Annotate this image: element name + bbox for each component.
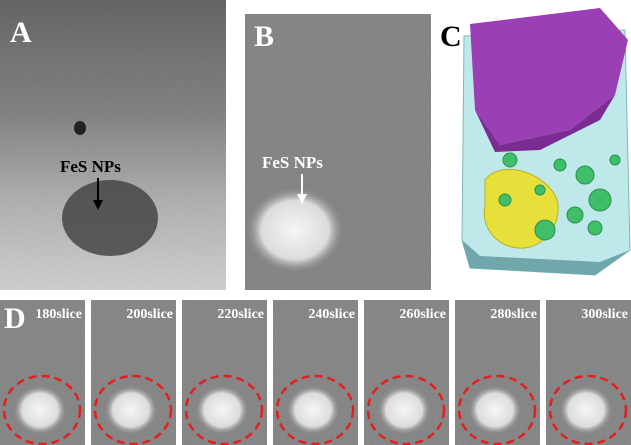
slice-label: 280slice <box>490 307 537 322</box>
panel-a: A FeS NPs <box>0 0 226 290</box>
annotation: FeS NPs <box>262 153 323 172</box>
nanoparticle-cluster <box>378 386 430 434</box>
panel-label: C <box>440 20 462 53</box>
panel-c: C <box>440 8 631 276</box>
nanoparticle-cluster <box>62 180 158 256</box>
slice-label: 220slice <box>217 307 264 322</box>
slice-label: 300slice <box>581 307 628 322</box>
highlight-circle <box>457 374 537 445</box>
nanoparticle-cluster <box>14 386 66 434</box>
panel-b: B FeS NPs <box>245 14 431 290</box>
highlight-circle <box>548 374 628 445</box>
arrow-head <box>93 200 103 210</box>
slice-label: 200slice <box>126 307 173 322</box>
panel-d: 180slice 200slice 220slice 240slice 260slice… <box>0 300 631 445</box>
highlight-circle <box>366 374 446 445</box>
particles <box>498 152 621 241</box>
highlight-circle <box>93 374 173 445</box>
annotation: FeS NPs <box>60 157 121 176</box>
nanoparticle-cluster <box>105 386 157 434</box>
nanoparticle-cluster <box>469 386 521 434</box>
membrane-edge <box>475 95 615 152</box>
panel-label: D <box>4 302 26 335</box>
nanoparticle-cluster <box>287 386 339 434</box>
highlight-circle <box>2 374 82 445</box>
panel-label: B <box>254 20 274 53</box>
slice-label: 260slice <box>399 307 446 322</box>
cell-base <box>462 240 630 275</box>
membrane-surface <box>470 8 628 145</box>
arrow-head <box>297 194 307 204</box>
nanoparticle-cluster <box>196 386 248 434</box>
panel-label: A <box>10 16 32 49</box>
nanoparticle-cluster <box>247 188 343 272</box>
highlight-circle <box>184 374 264 445</box>
highlight-circle <box>275 374 355 445</box>
dark-spot <box>74 121 86 135</box>
slice-label: 240slice <box>308 307 355 322</box>
slice-label: 180slice <box>35 307 82 322</box>
nanoparticle-cluster <box>560 386 612 434</box>
